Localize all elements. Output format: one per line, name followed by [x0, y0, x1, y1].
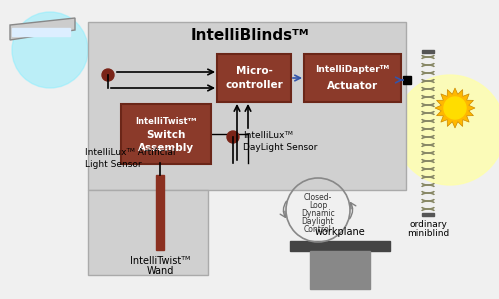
Text: Daylight: Daylight [302, 217, 334, 227]
Text: IntelliTwistᵀᴹ: IntelliTwistᵀᴹ [135, 117, 197, 126]
Bar [403, 76, 411, 84]
Text: Dynamic: Dynamic [301, 210, 335, 219]
Text: workplane: workplane [315, 227, 365, 237]
Text: Closed-: Closed- [304, 193, 332, 202]
Text: Switch: Switch [146, 130, 186, 140]
Text: Loop: Loop [309, 202, 327, 210]
Text: Wand: Wand [146, 266, 174, 276]
FancyBboxPatch shape [304, 54, 401, 102]
Bar [12, 28, 70, 36]
Text: Micro-: Micro- [236, 66, 272, 76]
Circle shape [227, 131, 239, 143]
Circle shape [12, 12, 88, 88]
Text: ordinary: ordinary [409, 220, 447, 229]
FancyBboxPatch shape [88, 22, 406, 190]
Text: Assembly: Assembly [138, 143, 194, 153]
Text: IntelliTwistᵀᴹ: IntelliTwistᵀᴹ [130, 256, 190, 266]
Text: IntelliLuxᵀᴹ Artificial: IntelliLuxᵀᴹ Artificial [85, 148, 176, 157]
Polygon shape [10, 18, 75, 40]
Circle shape [395, 75, 499, 185]
FancyBboxPatch shape [121, 104, 211, 164]
Bar [422, 50, 434, 53]
Text: IntelliBlindsᵀᴹ: IntelliBlindsᵀᴹ [191, 28, 309, 43]
Polygon shape [435, 88, 475, 128]
Bar [290, 241, 390, 251]
Text: controller: controller [225, 80, 283, 90]
Text: Control: Control [304, 225, 332, 234]
Text: IntelliLuxᵀᴹ: IntelliLuxᵀᴹ [243, 131, 293, 140]
FancyBboxPatch shape [88, 190, 208, 275]
Text: Actuator: Actuator [327, 81, 378, 91]
FancyBboxPatch shape [217, 54, 291, 102]
Circle shape [102, 69, 114, 81]
Text: IntelliDapterᵀᴹ: IntelliDapterᵀᴹ [315, 65, 390, 74]
Bar [156, 175, 164, 250]
Text: Light Sensor: Light Sensor [85, 160, 142, 169]
Circle shape [444, 97, 466, 119]
Text: miniblind: miniblind [407, 229, 449, 238]
Text: DayLight Sensor: DayLight Sensor [243, 143, 317, 152]
Bar [422, 213, 434, 216]
Bar [310, 251, 370, 289]
